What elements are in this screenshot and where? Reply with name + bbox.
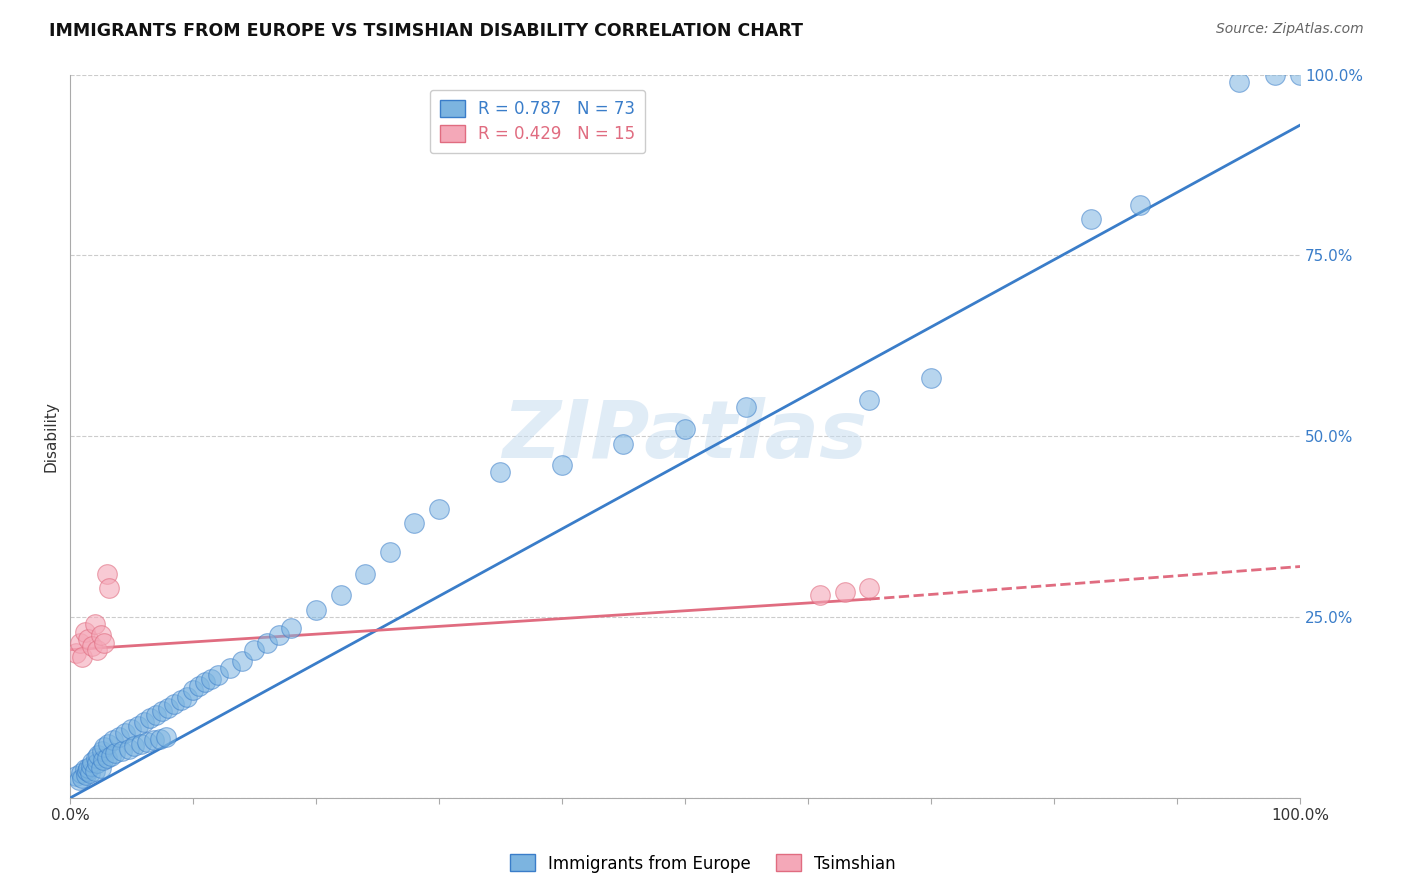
Point [176, 690, 198, 704]
Point [305, 603, 328, 617]
Point [93, 740, 115, 755]
Point [76, 764, 98, 778]
Legend: Immigrants from Europe, Tsimshian: Immigrants from Europe, Tsimshian [503, 847, 903, 880]
Point [1080, 212, 1102, 227]
Point [329, 589, 352, 603]
Point [612, 436, 634, 450]
Point [1289, 68, 1312, 82]
Point [149, 731, 172, 746]
Point [1227, 75, 1250, 89]
Point [65, 769, 87, 783]
Point [120, 723, 142, 737]
Point [218, 661, 240, 675]
Point [86, 642, 108, 657]
Point [858, 393, 880, 408]
Point [100, 749, 122, 764]
Point [77, 632, 100, 646]
Point [181, 682, 204, 697]
Point [256, 635, 278, 649]
Point [834, 585, 856, 599]
Point [90, 744, 112, 758]
Point [104, 746, 127, 760]
Point [122, 739, 145, 753]
Point [1129, 198, 1152, 212]
Point [145, 707, 167, 722]
Point [551, 458, 574, 473]
Point [73, 624, 96, 639]
Point [489, 466, 512, 480]
Point [194, 675, 217, 690]
Point [80, 639, 103, 653]
Point [79, 765, 101, 780]
Point [858, 581, 880, 595]
Point [118, 742, 141, 756]
Point [129, 737, 152, 751]
Point [427, 501, 450, 516]
Point [86, 756, 108, 771]
Point [90, 628, 112, 642]
Point [808, 589, 831, 603]
Point [150, 704, 173, 718]
Point [97, 737, 120, 751]
Point [267, 628, 290, 642]
Point [1264, 68, 1286, 82]
Point [69, 635, 91, 649]
Point [378, 545, 401, 559]
Point [91, 754, 114, 768]
Point [920, 371, 942, 385]
Point [404, 516, 426, 530]
Point [188, 679, 211, 693]
Point [280, 621, 302, 635]
Y-axis label: Disability: Disability [44, 401, 58, 472]
Point [75, 768, 97, 782]
Point [110, 744, 132, 758]
Point [73, 762, 96, 776]
Point [136, 734, 159, 748]
Point [139, 711, 162, 725]
Point [83, 617, 105, 632]
Point [65, 646, 87, 660]
Point [354, 566, 377, 581]
Point [207, 668, 229, 682]
Point [87, 747, 110, 762]
Point [80, 755, 103, 769]
Point [67, 772, 90, 787]
Point [96, 751, 118, 765]
Point [157, 700, 180, 714]
Point [163, 697, 186, 711]
Point [142, 733, 165, 747]
Point [96, 566, 118, 581]
Point [93, 635, 115, 649]
Point [132, 715, 155, 730]
Point [108, 730, 131, 744]
Point [80, 758, 103, 772]
Legend: R = 0.787   N = 73, R = 0.429   N = 15: R = 0.787 N = 73, R = 0.429 N = 15 [430, 90, 645, 153]
Point [77, 761, 100, 775]
Point [101, 733, 124, 747]
Text: IMMIGRANTS FROM EUROPE VS TSIMSHIAN DISABILITY CORRELATION CHART: IMMIGRANTS FROM EUROPE VS TSIMSHIAN DISA… [49, 22, 803, 40]
Point [90, 761, 112, 775]
Point [84, 751, 107, 765]
Text: ZIPatlas: ZIPatlas [502, 397, 868, 475]
Point [735, 401, 758, 415]
Point [200, 672, 222, 686]
Point [83, 764, 105, 778]
Point [98, 581, 121, 595]
Point [70, 650, 93, 665]
Point [673, 422, 696, 436]
Point [114, 726, 136, 740]
Point [231, 654, 253, 668]
Point [70, 771, 93, 785]
Point [127, 719, 149, 733]
Point [169, 693, 191, 707]
Text: Source: ZipAtlas.com: Source: ZipAtlas.com [1216, 22, 1364, 37]
Point [243, 642, 266, 657]
Point [70, 765, 93, 780]
Point [155, 730, 177, 744]
